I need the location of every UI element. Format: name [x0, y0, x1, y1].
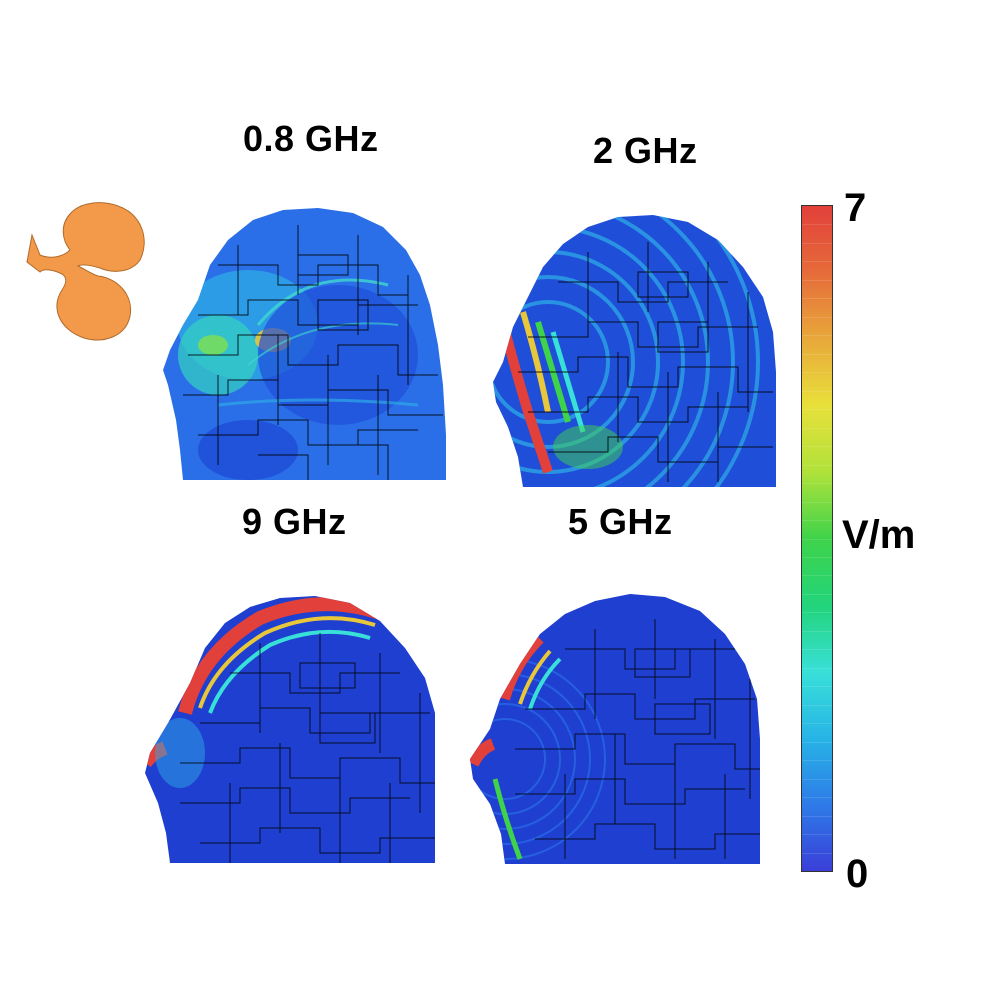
- colorbar-band-divider: [802, 335, 832, 337]
- colorbar-band-divider: [802, 834, 832, 836]
- colorbar-band-divider: [802, 538, 832, 540]
- field-map-2ghz: [493, 215, 776, 487]
- colorbar-band-divider: [802, 575, 832, 577]
- colorbar-band-divider: [802, 760, 832, 762]
- panel-title-0-8ghz: 0.8 GHz: [243, 118, 379, 159]
- colorbar-band-divider: [802, 279, 832, 281]
- colorbar-band-divider: [802, 686, 832, 688]
- panel-title-5ghz: 5 GHz: [568, 501, 673, 542]
- colorbar-band-divider: [802, 649, 832, 651]
- colorbar-band-divider: [802, 372, 832, 374]
- antenna-icon: [26, 202, 145, 341]
- colorbar-band-divider: [802, 316, 832, 318]
- colorbar-band-divider: [802, 741, 832, 743]
- field-map-5ghz: [470, 594, 760, 864]
- colorbar-band-divider: [802, 353, 832, 355]
- field-map-0-8ghz: [163, 208, 446, 480]
- colorbar-band-divider: [802, 261, 832, 263]
- panel-title-2ghz: 2 GHz: [593, 130, 698, 171]
- panel-title-9ghz: 9 GHz: [242, 501, 347, 542]
- colorbar-min-label: 0: [846, 852, 869, 896]
- colorbar-band-divider: [802, 224, 832, 226]
- colorbar-band-divider: [802, 630, 832, 632]
- colorbar-band-divider: [802, 520, 832, 522]
- colorbar-band-divider: [802, 298, 832, 300]
- colorbar-band-divider: [802, 852, 832, 854]
- colorbar-band-divider: [802, 704, 832, 706]
- colorbar-band-divider: [802, 501, 832, 503]
- colorbar: [801, 205, 833, 872]
- colorbar-unit-label: V/m: [842, 513, 916, 557]
- colorbar-band-divider: [802, 390, 832, 392]
- field-map-9ghz: [145, 596, 435, 863]
- colorbar-band-divider: [802, 242, 832, 244]
- colorbar-band-divider: [802, 483, 832, 485]
- colorbar-band-divider: [802, 593, 832, 595]
- colorbar-band-divider: [802, 409, 832, 411]
- colorbar-band-divider: [802, 667, 832, 669]
- colorbar-band-divider: [802, 778, 832, 780]
- colorbar-band-divider: [802, 815, 832, 817]
- colorbar-band-divider: [802, 612, 832, 614]
- colorbar-band-divider: [802, 723, 832, 725]
- colorbar-band-divider: [802, 427, 832, 429]
- colorbar-band-divider: [802, 464, 832, 466]
- colorbar-band-divider: [802, 446, 832, 448]
- colorbar-band-divider: [802, 797, 832, 799]
- colorbar-max-label: 7: [844, 186, 867, 230]
- colorbar-band-divider: [802, 556, 832, 558]
